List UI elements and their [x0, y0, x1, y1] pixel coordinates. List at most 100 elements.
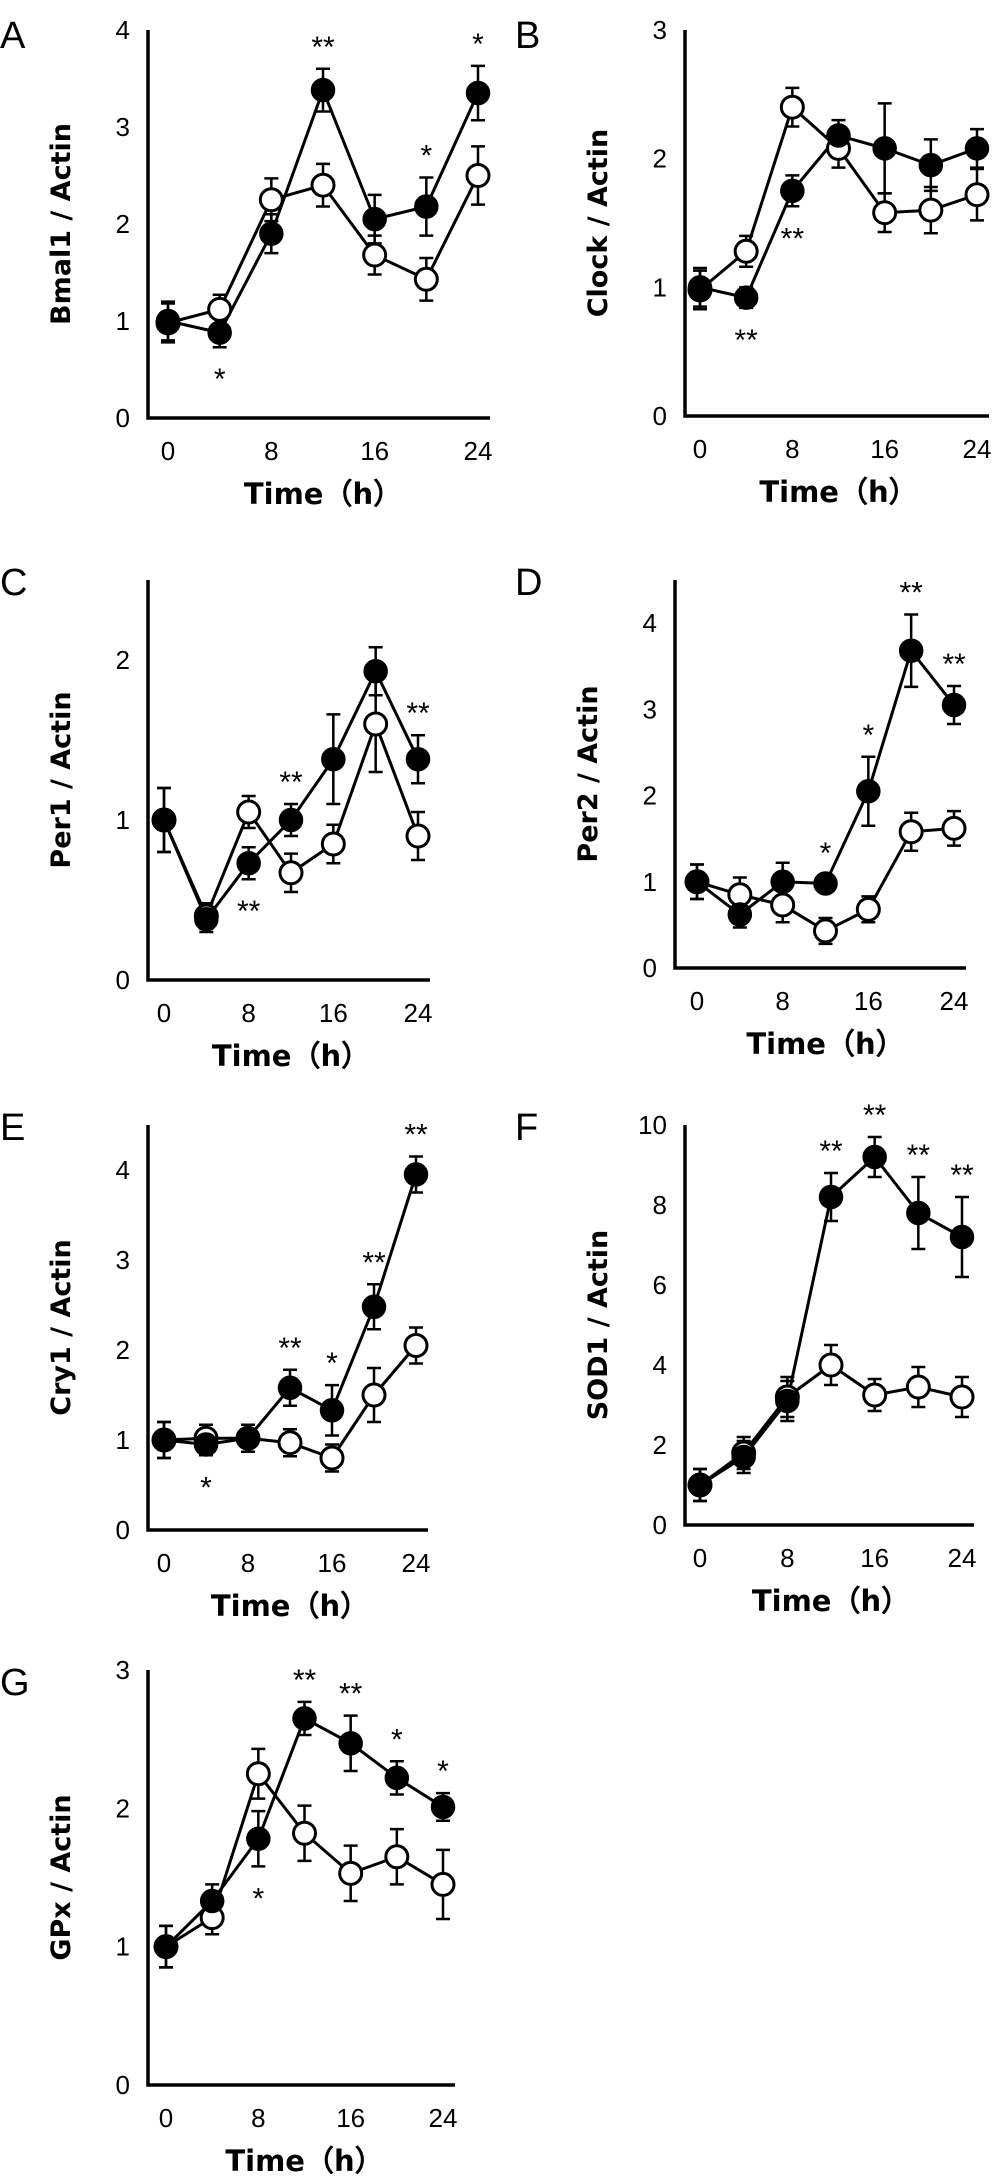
- data-point-open: [413, 266, 439, 292]
- data-point-filled: [941, 692, 967, 718]
- data-point-filled: [687, 1472, 713, 1498]
- y-tick-label: 0: [653, 1510, 667, 1540]
- data-point-filled: [826, 123, 851, 148]
- panel-letter: G: [0, 1662, 30, 1704]
- y-tick-label: 3: [116, 1655, 130, 1685]
- x-tick-label: 16: [854, 986, 883, 1016]
- data-point-filled: [733, 285, 759, 310]
- data-point-filled: [277, 1375, 303, 1401]
- y-tick-label: 6: [653, 1270, 667, 1300]
- y-tick-label: 2: [653, 144, 667, 174]
- x-tick-label: 0: [693, 1543, 707, 1573]
- panel-letter: F: [515, 1107, 538, 1149]
- data-point-filled: [193, 1432, 219, 1457]
- data-point-filled: [818, 1184, 844, 1210]
- y-tick-label: 2: [643, 781, 657, 811]
- y-tick-label: 1: [116, 306, 130, 336]
- y-axis-label: Per1 / Actin: [46, 691, 77, 868]
- data-point-open: [898, 819, 924, 845]
- y-axis-label: Clock / Actin: [583, 129, 614, 318]
- significance-marker: **: [311, 31, 335, 64]
- data-point-filled: [731, 1444, 756, 1470]
- y-tick-label: 8: [653, 1190, 667, 1220]
- x-tick-label: 24: [404, 998, 433, 1028]
- y-tick-label: 1: [116, 805, 130, 835]
- x-tick-label: 16: [336, 2103, 365, 2133]
- panel-letter: A: [0, 15, 26, 57]
- x-tick-label: 0: [693, 434, 707, 464]
- significance-marker: **: [279, 766, 303, 799]
- y-axis-label: Per2 / Actin: [573, 685, 604, 862]
- x-tick-label: 24: [464, 436, 493, 466]
- data-point-filled: [259, 221, 284, 246]
- data-point-open: [384, 1844, 410, 1870]
- data-point-open: [770, 892, 796, 918]
- data-point-filled: [338, 1731, 363, 1756]
- data-point-filled: [194, 906, 219, 932]
- data-point-open: [905, 1374, 931, 1400]
- significance-marker: **: [942, 648, 966, 681]
- y-tick-label: 1: [116, 1932, 130, 1962]
- y-tick-label: 2: [116, 645, 130, 675]
- axes: [146, 1670, 455, 2087]
- significance-marker: *: [252, 1882, 264, 1915]
- data-point-filled: [403, 1162, 429, 1187]
- x-axis-label: Time（h）: [759, 475, 917, 509]
- x-tick-label: 8: [264, 436, 278, 466]
- data-point-open: [733, 238, 759, 264]
- significance-marker: **: [404, 1119, 428, 1152]
- significance-marker: **: [237, 895, 261, 928]
- x-tick-label: 0: [161, 436, 175, 466]
- data-point-filled: [862, 1144, 887, 1170]
- axes: [146, 30, 490, 420]
- data-point-filled: [872, 136, 897, 161]
- y-tick-label: 3: [116, 112, 130, 142]
- y-tick-label: 1: [653, 272, 667, 302]
- data-point-filled: [199, 1888, 225, 1914]
- data-point-filled: [361, 1294, 387, 1320]
- data-point-open: [278, 860, 304, 886]
- y-tick-label: 0: [116, 965, 130, 995]
- significance-marker: *: [214, 363, 226, 396]
- data-point-open: [813, 918, 838, 944]
- axes: [673, 580, 966, 970]
- data-point-filled: [775, 1388, 800, 1414]
- data-point-filled: [384, 1765, 410, 1791]
- axes: [146, 580, 430, 982]
- data-point-open: [465, 163, 491, 188]
- data-point-filled: [310, 77, 336, 103]
- data-point-filled: [770, 869, 795, 895]
- y-tick-label: 4: [116, 15, 130, 45]
- significance-marker: **: [278, 1332, 302, 1365]
- y-tick-label: 0: [116, 2070, 130, 2100]
- data-point-filled: [319, 1398, 345, 1423]
- panel-letter: E: [0, 1107, 25, 1149]
- y-tick-label: 10: [638, 1110, 667, 1140]
- data-point-open: [862, 1382, 888, 1408]
- x-tick-label: 8: [780, 1543, 794, 1573]
- x-axis-label: Time（h）: [244, 477, 402, 511]
- data-point-filled: [151, 1427, 177, 1453]
- x-tick-label: 16: [360, 436, 389, 466]
- y-axis-label: Cry1 / Actin: [46, 1239, 77, 1415]
- y-tick-label: 0: [116, 1515, 130, 1545]
- data-point-filled: [687, 275, 713, 300]
- data-point-open: [430, 1871, 456, 1897]
- x-tick-label: 0: [690, 986, 704, 1016]
- x-tick-label: 24: [402, 1548, 431, 1578]
- y-tick-label: 1: [116, 1425, 130, 1455]
- x-tick-label: 8: [251, 2103, 265, 2133]
- data-point-filled: [856, 778, 881, 804]
- significance-marker: **: [293, 1664, 317, 1697]
- data-point-filled: [236, 850, 261, 876]
- y-tick-label: 4: [643, 608, 657, 638]
- y-tick-label: 3: [116, 1245, 130, 1275]
- data-point-filled: [964, 136, 990, 161]
- y-tick-label: 0: [653, 401, 667, 431]
- data-point-open: [319, 1445, 345, 1471]
- panel-letter: B: [515, 15, 540, 57]
- x-tick-label: 24: [948, 1543, 977, 1573]
